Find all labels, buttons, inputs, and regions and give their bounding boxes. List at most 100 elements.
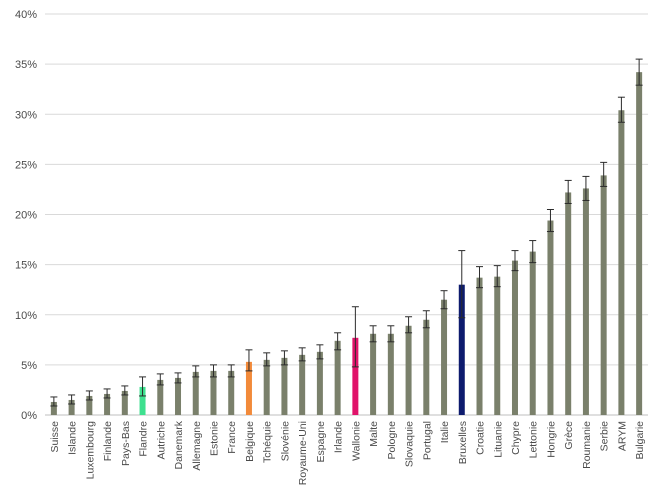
- error-bar: [192, 365, 200, 378]
- bar: [139, 386, 146, 415]
- y-tick-label: 15%: [15, 260, 37, 272]
- x-tick-label: Serbie: [599, 421, 611, 452]
- error-bar: [316, 344, 324, 360]
- x-tick-label: Suisse: [49, 421, 61, 453]
- error-bar: [511, 250, 519, 272]
- x-tick-label: Pays-Bas: [120, 421, 132, 466]
- gridlines: [45, 13, 648, 416]
- error-bar: [68, 394, 76, 405]
- x-tick-label: Autriche: [155, 421, 167, 460]
- bar: [121, 390, 128, 415]
- bar: [600, 175, 607, 415]
- x-tick-label: Lituanie: [492, 421, 504, 458]
- bar: [334, 340, 341, 415]
- error-bar: [617, 96, 625, 123]
- x-tick-label: Bulgarie: [634, 421, 646, 460]
- error-bar: [369, 325, 377, 343]
- error-bar: [387, 325, 395, 343]
- error-bar: [405, 316, 413, 334]
- x-tick-label: Luxembourg: [84, 421, 96, 480]
- y-tick-label: 5%: [21, 360, 37, 372]
- error-bar: [245, 349, 253, 372]
- error-bar: [280, 350, 288, 366]
- bar: [316, 351, 323, 415]
- x-tick-label: Grèce: [563, 421, 575, 450]
- bar: [263, 359, 270, 415]
- bar: [175, 377, 182, 415]
- bar: [68, 399, 75, 415]
- x-tick-label: Croatie: [475, 421, 487, 455]
- error-bar: [600, 161, 608, 187]
- error-bar: [458, 250, 466, 319]
- x-tick-label: Chypre: [510, 421, 522, 455]
- bar: [104, 393, 111, 415]
- bar: [210, 370, 217, 415]
- error-bar: [156, 373, 164, 386]
- bar: [86, 395, 93, 415]
- error-bar: [334, 332, 342, 351]
- y-tick-label: 0%: [21, 410, 37, 422]
- bar: [511, 260, 518, 415]
- x-tick-label: Estonie: [208, 421, 220, 456]
- bar: [245, 361, 252, 415]
- x-tick-label: Danemark: [173, 420, 185, 469]
- error-bar: [546, 208, 554, 233]
- error-bar: [440, 290, 448, 310]
- bar: [547, 220, 554, 415]
- error-bar: [476, 266, 484, 289]
- bar: [618, 110, 625, 416]
- x-tick-label: Hongrie: [545, 421, 557, 458]
- x-tick-label: Royaume-Uni: [297, 421, 309, 485]
- x-tick-label: Flandre: [138, 421, 150, 457]
- y-tick-label: 10%: [15, 310, 37, 322]
- x-tick-label: Lettonie: [528, 421, 540, 459]
- error-bar: [635, 58, 643, 86]
- x-tick-label: Belgique: [244, 421, 256, 462]
- bar: [370, 333, 377, 415]
- bar: [494, 276, 501, 415]
- error-bar: [422, 310, 430, 329]
- y-axis: 0% 5% 10% 15% 20% 25% 30% 35% 40%: [15, 9, 37, 422]
- x-tick-label: Wallonie: [350, 421, 362, 461]
- bar: [441, 299, 448, 415]
- bar: [423, 319, 430, 415]
- x-tick-label: France: [226, 421, 238, 454]
- x-tick-label: Tchéquie: [262, 421, 274, 463]
- bar: [476, 277, 483, 415]
- error-bar: [121, 385, 129, 396]
- x-tick-label: Slovénie: [279, 421, 291, 461]
- error-bar: [493, 265, 501, 288]
- x-tick-label: Allemagne: [191, 421, 203, 471]
- bar: [157, 379, 164, 415]
- error-bar: [103, 388, 111, 399]
- bar: [192, 371, 199, 415]
- x-tick-label: ARYM: [616, 421, 628, 451]
- y-tick-label: 25%: [15, 159, 37, 171]
- error-bar: [209, 364, 217, 378]
- x-tick-label: Bruxelles: [457, 421, 469, 464]
- error-bar: [529, 240, 537, 264]
- bars: [50, 72, 643, 416]
- bar: [529, 251, 536, 415]
- error-bar: [85, 390, 93, 401]
- x-tick-label: Slovaquie: [404, 421, 416, 467]
- x-tick-label: Malte: [368, 421, 380, 447]
- error-bar: [50, 396, 58, 407]
- bar: [352, 337, 359, 415]
- bar: [228, 370, 235, 415]
- bar: [458, 284, 465, 415]
- bar: [636, 72, 643, 416]
- bar: [387, 333, 394, 415]
- bar: [565, 192, 572, 415]
- x-tick-label: Espagne: [315, 421, 327, 463]
- y-tick-label: 35%: [15, 59, 37, 71]
- bar: [50, 401, 57, 415]
- x-tick-label: Italie: [439, 421, 451, 443]
- error-bar: [351, 306, 359, 368]
- error-bar: [298, 347, 306, 362]
- bar: [582, 188, 589, 415]
- error-bars: [50, 58, 643, 407]
- error-bar: [227, 364, 235, 378]
- x-tick-label: Roumanie: [581, 421, 593, 469]
